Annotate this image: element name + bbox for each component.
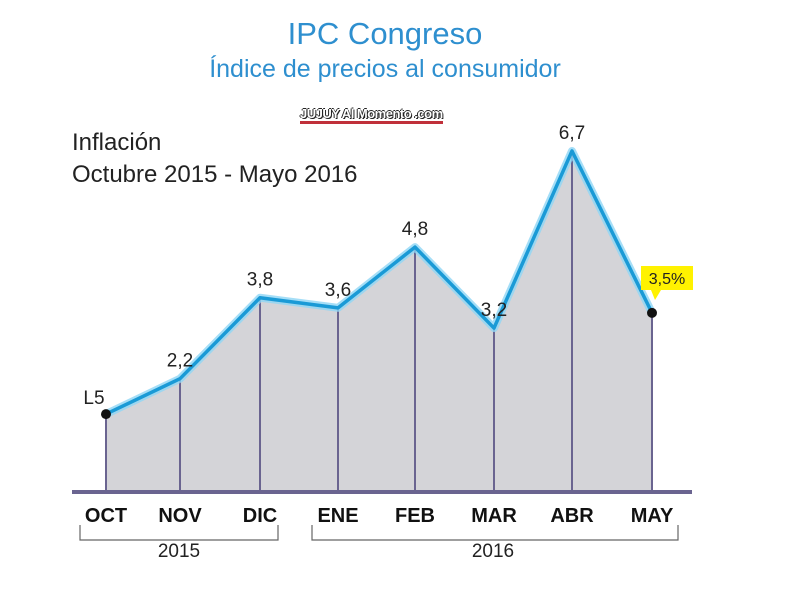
year-label-2016: 2016 (472, 541, 514, 562)
watermark: JUJUY Al Momento .com (300, 106, 443, 124)
data-label-feb: 4,8 (402, 219, 428, 240)
page-subtitle: Índice de precios al consumidor (209, 55, 561, 83)
data-label-ene: 3,6 (325, 280, 351, 301)
data-label-mar: 3,2 (481, 300, 507, 321)
x-tick-feb: FEB (395, 505, 435, 527)
year-bracket-2015 (79, 525, 279, 541)
page-title: IPC Congreso (287, 16, 483, 51)
series-line (105, 149, 654, 416)
highlight-badge-pointer (651, 290, 661, 300)
data-point-oct (101, 409, 111, 420)
x-tick-may: MAY (631, 505, 674, 527)
chart-title-block: Inflación Octubre 2015 - Mayo 2016 (72, 127, 358, 191)
data-point-may (647, 307, 657, 318)
x-tick-oct: OCT (85, 505, 127, 527)
data-label-dic: 3,8 (247, 270, 273, 291)
x-tick-abr: ABR (550, 505, 594, 527)
x-tick-dic: DIC (243, 505, 277, 527)
chart-title: Inflación (72, 129, 162, 156)
x-tick-ene: ENE (317, 505, 358, 527)
area-fill (106, 150, 652, 491)
x-tick-nov: NOV (158, 505, 202, 527)
year-label-2015: 2015 (158, 541, 200, 562)
highlight-badge (641, 266, 693, 290)
data-label-oct: L5 (83, 388, 104, 409)
data-label-may: 3,5% (649, 271, 685, 288)
year-bracket-2016 (311, 525, 679, 541)
data-label-abr: 6,7 (559, 123, 585, 144)
data-label-nov: 2,2 (167, 351, 193, 372)
chart-subtitle: Octubre 2015 - Mayo 2016 (72, 161, 358, 188)
x-tick-mar: MAR (471, 505, 517, 527)
